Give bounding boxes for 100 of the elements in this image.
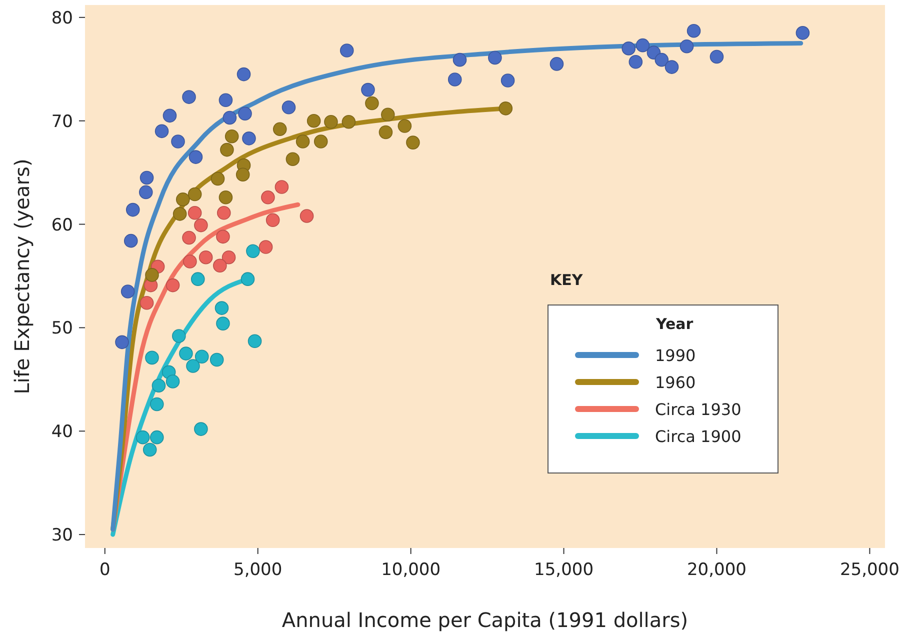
point <box>340 44 354 58</box>
point <box>224 129 239 144</box>
point <box>296 134 310 148</box>
point <box>380 108 395 122</box>
point <box>210 172 225 186</box>
annotation: KEY <box>550 271 584 289</box>
point <box>500 74 515 88</box>
point <box>378 125 393 140</box>
point <box>220 142 234 157</box>
point <box>166 278 180 292</box>
y-tick-label: 80 <box>51 8 73 28</box>
point <box>680 39 694 54</box>
point <box>120 284 135 298</box>
point <box>186 359 200 373</box>
x-tick-label: 20,000 <box>687 560 746 580</box>
point <box>172 207 187 221</box>
point <box>194 422 208 436</box>
legend-label: 1990 <box>655 346 696 365</box>
point <box>152 378 166 393</box>
point <box>222 250 236 264</box>
point <box>300 209 314 223</box>
point <box>796 26 810 40</box>
x-axis-title: Annual Income per Capita (1991 dollars) <box>282 608 688 632</box>
point <box>136 430 150 444</box>
point <box>654 52 669 67</box>
point <box>176 192 190 206</box>
point <box>183 254 197 268</box>
point <box>142 442 157 457</box>
point <box>140 170 154 185</box>
x-tick-label: 25,000 <box>840 560 900 580</box>
legend-label: 1960 <box>655 373 696 392</box>
point <box>198 250 213 264</box>
point <box>154 124 169 138</box>
point <box>488 50 502 65</box>
point <box>210 352 224 367</box>
point <box>286 152 300 166</box>
point <box>213 258 227 273</box>
point <box>258 240 273 254</box>
point <box>115 335 129 350</box>
point <box>398 119 412 133</box>
point <box>188 187 202 202</box>
point <box>145 268 159 282</box>
point <box>126 202 140 217</box>
x-tick-label: 5,000 <box>234 560 282 580</box>
point <box>138 185 153 200</box>
point <box>182 230 196 245</box>
point <box>218 93 233 108</box>
point <box>124 234 138 248</box>
point <box>188 206 202 220</box>
point <box>261 190 275 204</box>
point <box>306 114 321 128</box>
point <box>166 374 180 388</box>
x-tick-label: 15,000 <box>534 560 594 580</box>
point <box>188 150 203 164</box>
point <box>636 38 650 52</box>
point <box>628 54 643 69</box>
point <box>238 106 252 120</box>
point <box>216 316 230 330</box>
point <box>194 350 209 364</box>
point <box>240 272 255 286</box>
point <box>242 132 256 146</box>
legend-title: Year <box>655 315 694 333</box>
point <box>686 24 701 38</box>
point <box>214 301 229 315</box>
point <box>216 206 231 220</box>
point <box>314 134 328 148</box>
x-tick-label: 0 <box>99 560 110 580</box>
point <box>248 334 262 348</box>
y-tick-label: 70 <box>51 112 73 132</box>
y-tick-label: 60 <box>51 215 73 236</box>
point <box>236 168 250 182</box>
legend-label: Circa 1900 <box>655 427 742 446</box>
point <box>365 96 379 110</box>
point <box>145 350 159 365</box>
point <box>448 72 462 86</box>
point <box>266 213 280 228</box>
point <box>550 57 564 71</box>
point <box>664 60 679 74</box>
point <box>452 52 467 67</box>
point <box>272 122 287 136</box>
point <box>218 190 233 204</box>
point <box>324 114 338 129</box>
legend-label: Circa 1930 <box>655 400 742 419</box>
point <box>162 108 177 123</box>
point <box>406 136 420 150</box>
point <box>274 180 289 194</box>
point <box>194 218 208 232</box>
point <box>710 50 724 64</box>
point <box>246 244 260 258</box>
point <box>179 346 193 360</box>
point <box>361 82 375 97</box>
point <box>171 134 185 148</box>
point <box>140 296 154 310</box>
point <box>236 67 251 82</box>
point <box>622 42 636 56</box>
y-tick-label: 50 <box>51 318 73 339</box>
point <box>150 397 164 412</box>
point <box>182 90 196 104</box>
y-tick-label: 30 <box>51 526 73 546</box>
point <box>222 110 237 125</box>
